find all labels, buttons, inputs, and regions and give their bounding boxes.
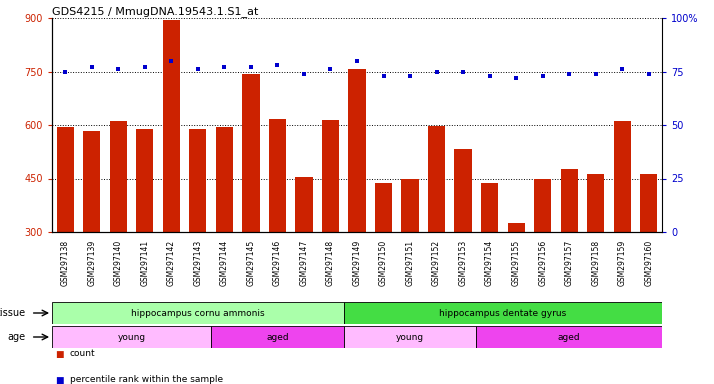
Bar [476, 326, 662, 348]
Text: aged: aged [266, 333, 288, 341]
Bar [481, 183, 498, 339]
Text: ■: ■ [56, 376, 64, 384]
Text: tissue: tissue [0, 308, 26, 318]
Bar [189, 129, 206, 339]
Bar [508, 223, 525, 339]
Bar [613, 121, 631, 339]
Bar [83, 131, 101, 339]
Text: hippocampus cornu ammonis: hippocampus cornu ammonis [131, 308, 265, 318]
Text: count: count [70, 349, 96, 359]
Bar [163, 20, 180, 339]
Bar [242, 74, 259, 339]
Bar [216, 127, 233, 339]
Bar [428, 126, 446, 339]
Text: hippocampus dentate gyrus: hippocampus dentate gyrus [439, 308, 566, 318]
Text: percentile rank within the sample: percentile rank within the sample [70, 376, 223, 384]
Bar [322, 120, 339, 339]
Bar [296, 177, 313, 339]
Bar [52, 302, 343, 324]
Bar [587, 174, 604, 339]
Text: aged: aged [558, 333, 580, 341]
Bar [136, 129, 154, 339]
Bar [455, 149, 472, 339]
Bar [52, 326, 211, 348]
Text: GDS4215 / MmugDNA.19543.1.S1_at: GDS4215 / MmugDNA.19543.1.S1_at [52, 6, 258, 17]
Bar [640, 174, 658, 339]
Bar [110, 121, 127, 339]
Bar [534, 179, 551, 339]
Bar [56, 127, 74, 339]
Bar [343, 302, 662, 324]
Text: ■: ■ [56, 349, 64, 359]
Bar [343, 326, 476, 348]
Text: age: age [7, 332, 26, 342]
Bar [375, 183, 392, 339]
Bar [268, 119, 286, 339]
Bar [348, 69, 366, 339]
Bar [211, 326, 343, 348]
Bar [401, 179, 418, 339]
Text: young: young [118, 333, 146, 341]
Text: young: young [396, 333, 424, 341]
Bar [560, 169, 578, 339]
